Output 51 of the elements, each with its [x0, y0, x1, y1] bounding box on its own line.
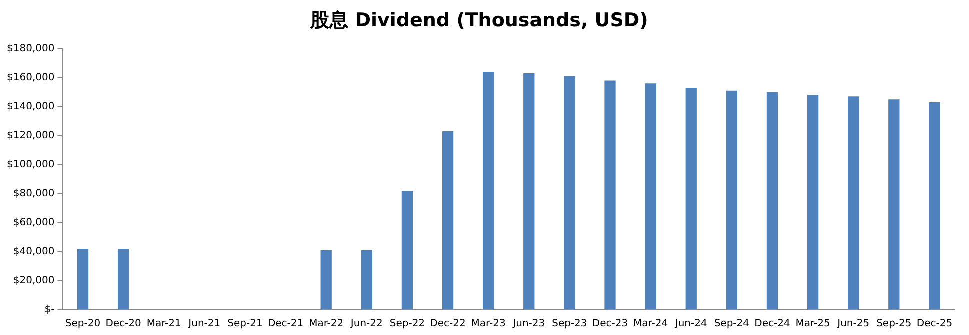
bar	[118, 249, 130, 310]
y-tick-label: $100,000	[6, 159, 55, 170]
y-tick-label: $60,000	[13, 218, 55, 229]
bar	[686, 88, 697, 310]
x-tick-label: Dec-24	[754, 318, 790, 330]
x-tick-label: Jun-25	[836, 318, 870, 330]
bar	[604, 80, 616, 310]
y-tick-label: $180,000	[6, 43, 55, 54]
x-tick-label: Sep-25	[876, 318, 912, 330]
x-tick-label: Dec-20	[106, 318, 142, 330]
x-tick-label: Jun-23	[512, 318, 546, 330]
y-tick-label: $160,000	[6, 72, 55, 84]
y-tick-label: $-	[44, 304, 56, 316]
x-tick-label: Mar-25	[796, 318, 830, 330]
bar	[402, 191, 414, 310]
bar	[888, 100, 900, 310]
x-tick-label: Mar-21	[146, 318, 182, 330]
y-tick-label: $80,000	[13, 188, 55, 200]
x-tick-label: Sep-21	[228, 318, 263, 330]
x-tick-label: Jun-22	[350, 318, 383, 330]
y-tick-label: $20,000	[13, 276, 55, 287]
x-tick-label: Dec-23	[592, 318, 628, 330]
x-tick-label: Sep-23	[552, 318, 588, 330]
x-tick-label: Mar-22	[309, 318, 344, 330]
bar	[766, 92, 778, 310]
x-tick-label: Sep-24	[714, 318, 750, 330]
y-tick-label: $40,000	[13, 246, 55, 258]
x-tick-label: Mar-23	[471, 318, 506, 330]
y-tick-label: $140,000	[6, 101, 55, 112]
bar	[726, 90, 738, 310]
bar	[320, 250, 332, 310]
x-tick-label: Jun-24	[674, 318, 708, 330]
x-tick-label: Jun-21	[188, 318, 221, 330]
x-tick-label: Dec-22	[430, 318, 466, 330]
bar	[564, 76, 576, 310]
x-tick-label: Dec-21	[268, 318, 304, 330]
x-tick-label: Sep-20	[65, 318, 101, 330]
bar	[807, 95, 819, 310]
bar	[361, 250, 372, 310]
bar	[929, 102, 940, 310]
bar	[77, 249, 89, 310]
bar	[645, 84, 656, 310]
x-tick-label: Dec-25	[916, 318, 953, 330]
bar	[524, 73, 535, 310]
x-tick-label: Mar-24	[634, 318, 668, 330]
chart-title: 股息 Dividend (Thousands, USD)	[310, 9, 648, 32]
y-tick-label: $120,000	[6, 130, 55, 142]
bar	[848, 96, 860, 310]
bar	[483, 72, 494, 310]
bar	[442, 132, 454, 310]
x-tick-label: Sep-22	[390, 318, 426, 330]
